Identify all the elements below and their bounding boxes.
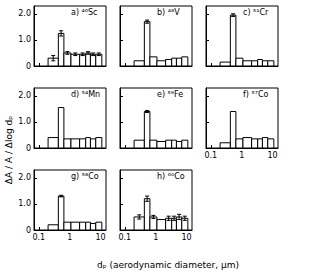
svg-text:2.0: 2.0 <box>18 9 31 18</box>
svg-text:1.0: 1.0 <box>18 117 31 126</box>
svg-text:b) ⁴⁸V: b) ⁴⁸V <box>157 8 180 17</box>
svg-text:2.0: 2.0 <box>18 91 31 100</box>
svg-text:c) ⁵¹Cr: c) ⁵¹Cr <box>243 8 269 17</box>
svg-text:0.1: 0.1 <box>118 233 131 242</box>
svg-text:2.0: 2.0 <box>18 173 31 182</box>
svg-text:1: 1 <box>67 233 72 242</box>
svg-text:0: 0 <box>26 226 31 235</box>
svg-text:f) ⁵⁷Co: f) ⁵⁷Co <box>243 90 268 99</box>
svg-text:d) ⁵⁴Mn: d) ⁵⁴Mn <box>71 90 100 99</box>
svg-text:e) ⁵⁹Fe: e) ⁵⁹Fe <box>157 90 183 99</box>
svg-text:1.0: 1.0 <box>18 35 31 44</box>
svg-text:0.1: 0.1 <box>32 233 45 242</box>
svg-text:1: 1 <box>153 233 158 242</box>
svg-text:a) ⁴⁶Sc: a) ⁴⁶Sc <box>71 8 97 17</box>
svg-text:ΔA / A / Δlog dₚ: ΔA / A / Δlog dₚ <box>4 116 14 184</box>
svg-text:dₚ (aerodynamic diameter, μm): dₚ (aerodynamic diameter, μm) <box>97 260 239 270</box>
svg-text:10: 10 <box>95 233 105 242</box>
svg-text:0: 0 <box>26 144 31 153</box>
svg-text:10: 10 <box>181 233 191 242</box>
svg-text:1.0: 1.0 <box>18 199 31 208</box>
svg-text:0.1: 0.1 <box>204 151 217 160</box>
svg-text:g) ⁵⁸Co: g) ⁵⁸Co <box>71 172 99 181</box>
svg-text:h) ⁶⁰Co: h) ⁶⁰Co <box>157 172 185 181</box>
svg-text:10: 10 <box>267 151 277 160</box>
svg-text:1: 1 <box>239 151 244 160</box>
svg-text:0: 0 <box>26 62 31 71</box>
